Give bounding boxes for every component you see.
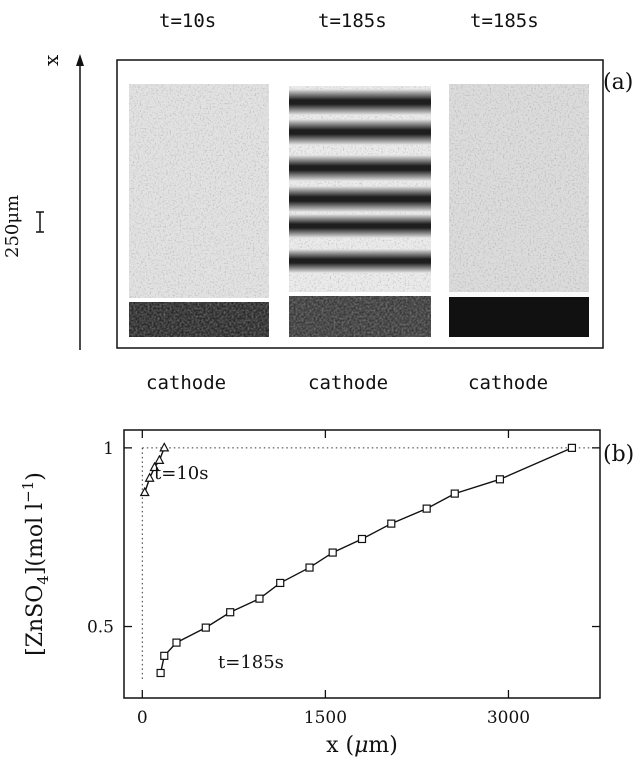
- square-point: [201, 623, 210, 632]
- square-point: [276, 578, 285, 588]
- x-axis-letter: x: [39, 54, 63, 66]
- y-tick-label: 1: [103, 439, 114, 459]
- square-point: [156, 668, 165, 678]
- bottom-label-3: cathode: [468, 372, 549, 394]
- top-label-2: t=185s: [318, 10, 387, 32]
- triangle-point: [139, 486, 150, 497]
- bottom-label-2: cathode: [308, 372, 389, 394]
- square-point: [495, 475, 505, 484]
- panel-a-images: x 250μm: [2, 54, 604, 350]
- triangle-point: [154, 454, 165, 464]
- square-point: [160, 651, 169, 660]
- y-axis-label: [ZnSO4](mol l−1): [19, 472, 52, 656]
- top-label-3: t=185s: [470, 10, 539, 32]
- square-point: [567, 443, 577, 452]
- x-axis-arrow: [76, 54, 84, 350]
- square-point: [172, 638, 181, 647]
- square-point: [387, 519, 396, 528]
- x-axis-label: x (μm): [326, 733, 398, 758]
- plot-area: [123, 429, 601, 699]
- image-t185-bands: [289, 86, 431, 337]
- x-tick-label: 0: [137, 708, 148, 728]
- panel-b-tag: (b): [603, 442, 635, 467]
- image-t10: [129, 84, 269, 337]
- scale-bar: [36, 211, 44, 233]
- y-tick-label: 0.5: [87, 618, 114, 638]
- series-line-2: [159, 447, 573, 674]
- svg-text:[ZnSO4](mol l−1): [ZnSO4](mol l−1): [19, 472, 52, 656]
- square-point: [255, 594, 264, 603]
- top-label-1: t=10s: [159, 10, 217, 32]
- triangle-point: [144, 472, 155, 482]
- square-point: [226, 608, 235, 617]
- curve-label-t185: t=185s: [218, 652, 284, 673]
- panel-a-tag: (a): [603, 70, 634, 95]
- triangle-point: [159, 442, 170, 452]
- square-point: [450, 489, 459, 498]
- square-point: [328, 548, 337, 557]
- x-tick-label: 1500: [304, 708, 347, 728]
- square-point: [357, 534, 367, 544]
- bottom-label-1: cathode: [146, 372, 227, 394]
- curve-label-t10: t=10s: [154, 463, 208, 484]
- scale-bar-label: 250μm: [2, 195, 23, 258]
- square-point: [305, 563, 314, 572]
- square-point: [422, 504, 431, 513]
- x-tick-label: 3000: [487, 708, 530, 728]
- image-t185-smooth: [449, 84, 589, 337]
- triangle-point: [149, 461, 160, 472]
